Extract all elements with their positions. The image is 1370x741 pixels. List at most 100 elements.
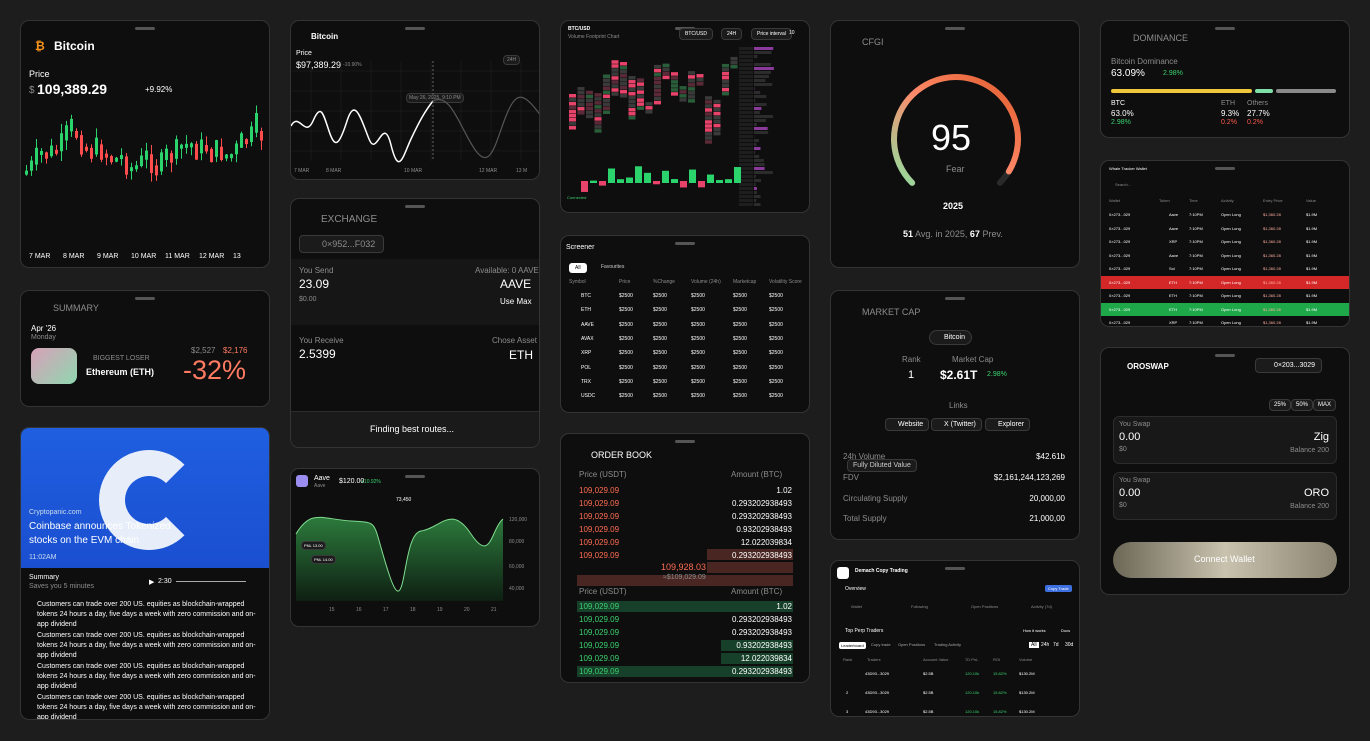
cell: $130.2M bbox=[1019, 671, 1035, 676]
amount: 0.293202938493 bbox=[731, 628, 792, 637]
grid bbox=[291, 61, 539, 161]
bitcoin-line-card: Bitcoin Price $97,389.29 -10.90% 24H May… bbox=[290, 20, 540, 180]
cell bbox=[586, 90, 593, 95]
search[interactable]: Search... bbox=[1115, 182, 1132, 187]
cell bbox=[569, 98, 576, 102]
tab[interactable]: All bbox=[569, 263, 587, 273]
row-label: 24h Volume bbox=[843, 452, 886, 461]
cell bbox=[569, 122, 576, 126]
play[interactable]: ▶ bbox=[149, 579, 155, 586]
connect-button[interactable] bbox=[1113, 542, 1337, 578]
price: 109,029.09 bbox=[579, 654, 620, 663]
ladder bbox=[739, 107, 753, 110]
interval[interactable]: 24H bbox=[503, 55, 521, 65]
cell: $2500 bbox=[769, 307, 783, 314]
button[interactable]: Copy Trade bbox=[1045, 585, 1072, 592]
column-header: Entry Price bbox=[1263, 198, 1283, 203]
depth-bar bbox=[577, 601, 793, 612]
cell bbox=[628, 112, 636, 116]
percent: MAX bbox=[1313, 399, 1337, 411]
column-header: 7D PnL bbox=[965, 657, 979, 662]
ladder bbox=[739, 171, 753, 174]
docs[interactable]: Docs bbox=[1061, 628, 1071, 633]
candle bbox=[180, 144, 183, 149]
send-asset[interactable]: AAVE bbox=[500, 277, 532, 291]
cell: $2500 bbox=[691, 393, 705, 400]
use-max[interactable]: Use Max bbox=[500, 297, 532, 306]
cell bbox=[611, 72, 619, 76]
cell bbox=[722, 75, 729, 80]
pair[interactable]: BTC/USD bbox=[679, 28, 713, 40]
cell bbox=[713, 127, 721, 132]
ladder bbox=[739, 83, 753, 86]
choose[interactable]: Chose Asset bbox=[492, 336, 537, 345]
cell: 7:10PM bbox=[1189, 306, 1203, 312]
cell bbox=[594, 121, 602, 125]
cell bbox=[577, 99, 585, 103]
receive-asset[interactable]: ETH bbox=[509, 348, 533, 362]
cell bbox=[594, 101, 602, 105]
tab[interactable]: Favourites bbox=[601, 264, 625, 270]
cell: $2500 bbox=[619, 364, 633, 371]
subtitle: Volume Footprint Chart bbox=[568, 34, 620, 40]
cell: ETH bbox=[1169, 293, 1177, 298]
candle bbox=[40, 150, 43, 155]
cell: $2500 bbox=[769, 293, 783, 299]
send-label: You Send bbox=[299, 266, 334, 275]
cell bbox=[705, 100, 712, 104]
cell: $1.9M bbox=[1306, 279, 1318, 285]
cell bbox=[594, 125, 602, 129]
cell: AVAX bbox=[581, 335, 594, 342]
cell: $2500 bbox=[691, 293, 705, 299]
cell: $2500 bbox=[733, 350, 747, 357]
marketcap-card: MARKET CAP Bitcoin Rank 1 Market Cap $2.… bbox=[830, 290, 1080, 540]
address[interactable]: 0×952...F032 bbox=[299, 235, 385, 253]
cell bbox=[577, 87, 585, 91]
asset[interactable]: Bitcoin bbox=[929, 330, 973, 345]
ladder bbox=[739, 195, 753, 198]
interval[interactable]: 24H bbox=[721, 28, 743, 40]
ladder-bar bbox=[754, 123, 757, 126]
cell: ETH bbox=[1169, 279, 1177, 285]
price: 109,029.09 bbox=[579, 551, 620, 560]
cell: $2500 bbox=[733, 364, 747, 371]
ladder-bar bbox=[754, 195, 761, 198]
cell bbox=[611, 68, 619, 72]
price: 109,029.09 bbox=[579, 628, 620, 637]
x-tick-label: 12 MAR bbox=[479, 168, 498, 174]
ladder bbox=[739, 99, 753, 102]
volume bbox=[617, 179, 624, 183]
price: 109,029.09 bbox=[579, 525, 620, 534]
cell: $1.9M bbox=[1306, 320, 1318, 325]
x-tick-label: 13 bbox=[233, 253, 241, 260]
cell bbox=[713, 103, 721, 108]
cell: 15.82% bbox=[993, 690, 1007, 695]
cell bbox=[730, 60, 738, 65]
item-change: 0.2% bbox=[1247, 119, 1263, 126]
cell: $1,360.28 bbox=[1263, 239, 1281, 244]
cell bbox=[654, 92, 661, 97]
cell bbox=[662, 67, 670, 72]
cell bbox=[569, 94, 576, 98]
ladder-bar bbox=[754, 119, 766, 122]
cell: $2500 bbox=[653, 350, 667, 357]
column-header: Token bbox=[1159, 198, 1170, 203]
avg: 51 bbox=[903, 229, 914, 239]
cell: 43D93...3029 bbox=[865, 709, 890, 714]
how[interactable]: How it works bbox=[1023, 628, 1046, 633]
candle bbox=[210, 148, 213, 163]
ladder bbox=[739, 151, 753, 154]
ladder bbox=[739, 91, 753, 94]
cell bbox=[645, 106, 653, 110]
cell: $1,360.28 bbox=[1263, 225, 1281, 231]
amount: 0.293202938493 bbox=[731, 667, 792, 676]
ladder-bar bbox=[754, 95, 767, 98]
price-interval[interactable]: Price interval bbox=[751, 28, 792, 40]
cell bbox=[569, 114, 576, 118]
depth-bar bbox=[707, 562, 793, 573]
bar-segment bbox=[1254, 89, 1273, 93]
ladder bbox=[739, 111, 753, 114]
address[interactable]: 0×203...3029 bbox=[1255, 358, 1323, 373]
x-tick-label: 8 MAR bbox=[63, 253, 85, 260]
cell: 7:10PM bbox=[1189, 293, 1203, 298]
